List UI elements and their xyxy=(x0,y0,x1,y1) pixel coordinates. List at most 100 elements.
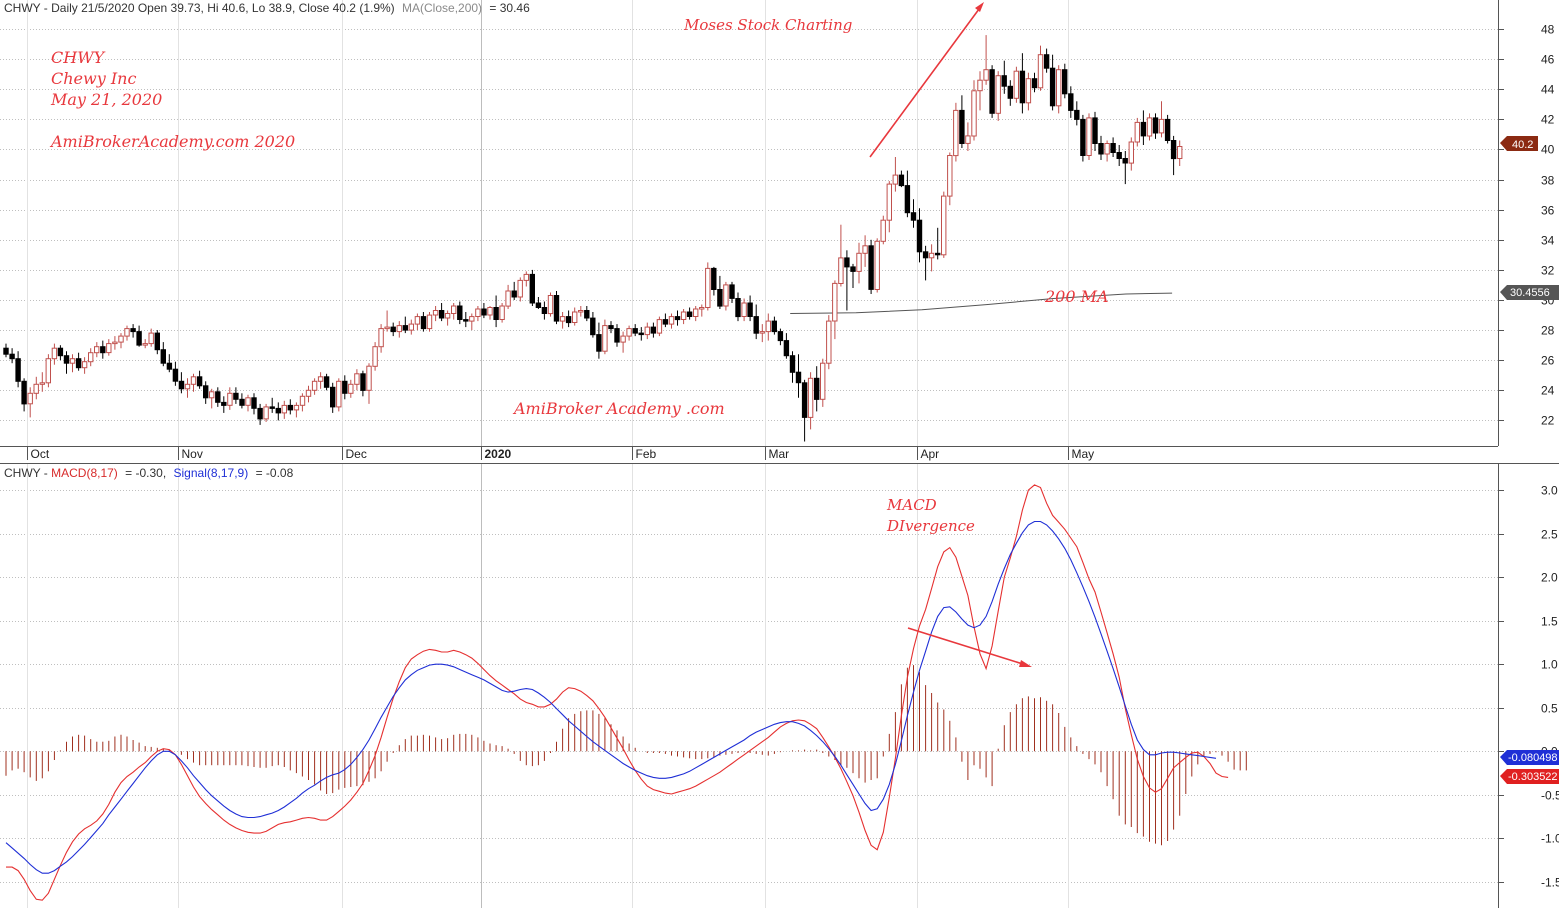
candle xyxy=(868,239,874,294)
candle xyxy=(614,324,620,347)
candle-body-down xyxy=(959,109,965,144)
candle-body-up xyxy=(699,307,705,310)
uptrend-arrow xyxy=(869,2,984,158)
candle xyxy=(717,275,723,309)
candle xyxy=(100,340,106,359)
candle xyxy=(705,262,711,311)
candle-body-down xyxy=(541,307,548,314)
candle xyxy=(457,301,463,325)
candle-body-down xyxy=(844,257,850,268)
candle-body-up xyxy=(396,325,403,333)
macd-indicator-value: = -0.30, xyxy=(125,466,166,480)
candle xyxy=(922,245,929,281)
candle-body-up xyxy=(414,316,421,325)
candle-body-up xyxy=(1056,69,1062,107)
candle-body-up xyxy=(39,382,45,385)
candle xyxy=(759,324,765,343)
candle-body-up xyxy=(384,326,390,330)
signal-indicator-name: Signal(8,17,9) xyxy=(174,466,249,480)
candle-body-down xyxy=(584,310,590,319)
candle-body-down xyxy=(904,185,911,214)
candle xyxy=(94,342,100,358)
candle xyxy=(517,277,523,302)
candle-body-down xyxy=(257,407,263,420)
candle-body-up xyxy=(112,341,118,345)
candle xyxy=(547,292,554,317)
candle xyxy=(953,102,959,162)
candle xyxy=(354,369,360,391)
candle xyxy=(928,244,935,272)
price-axis-label: 42 xyxy=(1541,113,1555,127)
candle-body-down xyxy=(215,391,221,403)
candle xyxy=(336,378,342,412)
candle-body-up xyxy=(523,273,529,281)
candle-body-up xyxy=(184,383,191,390)
candle xyxy=(1007,80,1013,106)
candle-body-down xyxy=(166,362,173,370)
candle-body-down xyxy=(493,307,499,320)
candle xyxy=(1056,65,1062,114)
candle xyxy=(112,336,118,350)
price-header: CHWY - Daily 21/5/2020 Open 39.73, Hi 40… xyxy=(4,1,530,15)
macd-axis-label: 1.5 xyxy=(1541,615,1558,629)
candle xyxy=(196,370,203,389)
candle xyxy=(1001,60,1007,94)
candle xyxy=(904,170,911,218)
candle-body-down xyxy=(1110,143,1116,153)
candle-body-down xyxy=(850,266,856,272)
candle xyxy=(862,235,868,267)
candle xyxy=(959,95,965,148)
candle-body-down xyxy=(360,373,366,391)
candle-body-down xyxy=(1049,67,1056,107)
candle xyxy=(27,387,33,418)
candle-body-down xyxy=(287,404,294,411)
candle-body-down xyxy=(402,325,409,331)
candle xyxy=(1013,66,1019,103)
candle-body-down xyxy=(1031,78,1038,89)
macd-indicator-name: MACD(8,17) xyxy=(51,466,118,480)
candle xyxy=(505,284,511,309)
candle xyxy=(63,351,70,374)
candle xyxy=(487,306,493,320)
candle xyxy=(947,152,953,206)
candle xyxy=(523,271,529,287)
candle-body-up xyxy=(451,305,457,314)
candle xyxy=(541,301,548,320)
candle xyxy=(251,393,257,415)
candle-body-up xyxy=(148,332,154,345)
candle xyxy=(293,402,300,418)
candle xyxy=(898,170,905,188)
candle xyxy=(535,297,542,309)
candle-body-down xyxy=(868,245,874,290)
candle xyxy=(142,339,148,349)
candle xyxy=(686,307,693,320)
candle xyxy=(209,388,215,409)
candle xyxy=(51,343,58,365)
candle-body-up xyxy=(1037,54,1044,89)
candle xyxy=(203,381,209,404)
candle xyxy=(892,157,898,192)
ticker-annotation: CHWY xyxy=(51,48,106,67)
candle-body-down xyxy=(789,355,796,373)
candle xyxy=(463,312,469,328)
candle-body-up xyxy=(263,406,269,420)
candle xyxy=(1110,137,1116,157)
candle xyxy=(45,354,51,388)
candle-body-down xyxy=(686,311,693,317)
candle-body-up xyxy=(1134,121,1140,143)
candle xyxy=(221,396,227,413)
candle-body-down xyxy=(1098,143,1104,155)
date-annotation: May 21, 2020 xyxy=(50,90,162,109)
candle xyxy=(1049,54,1056,111)
candle-body-up xyxy=(281,404,288,414)
candle-body-down xyxy=(130,328,136,333)
candle-body-down xyxy=(910,212,917,221)
candle-body-up xyxy=(626,328,632,337)
candle xyxy=(553,291,560,325)
candle xyxy=(118,333,124,349)
candle-body-down xyxy=(323,376,330,388)
candle-body-down xyxy=(535,302,542,308)
candle-body-up xyxy=(602,325,608,352)
candle-body-up xyxy=(680,311,687,320)
